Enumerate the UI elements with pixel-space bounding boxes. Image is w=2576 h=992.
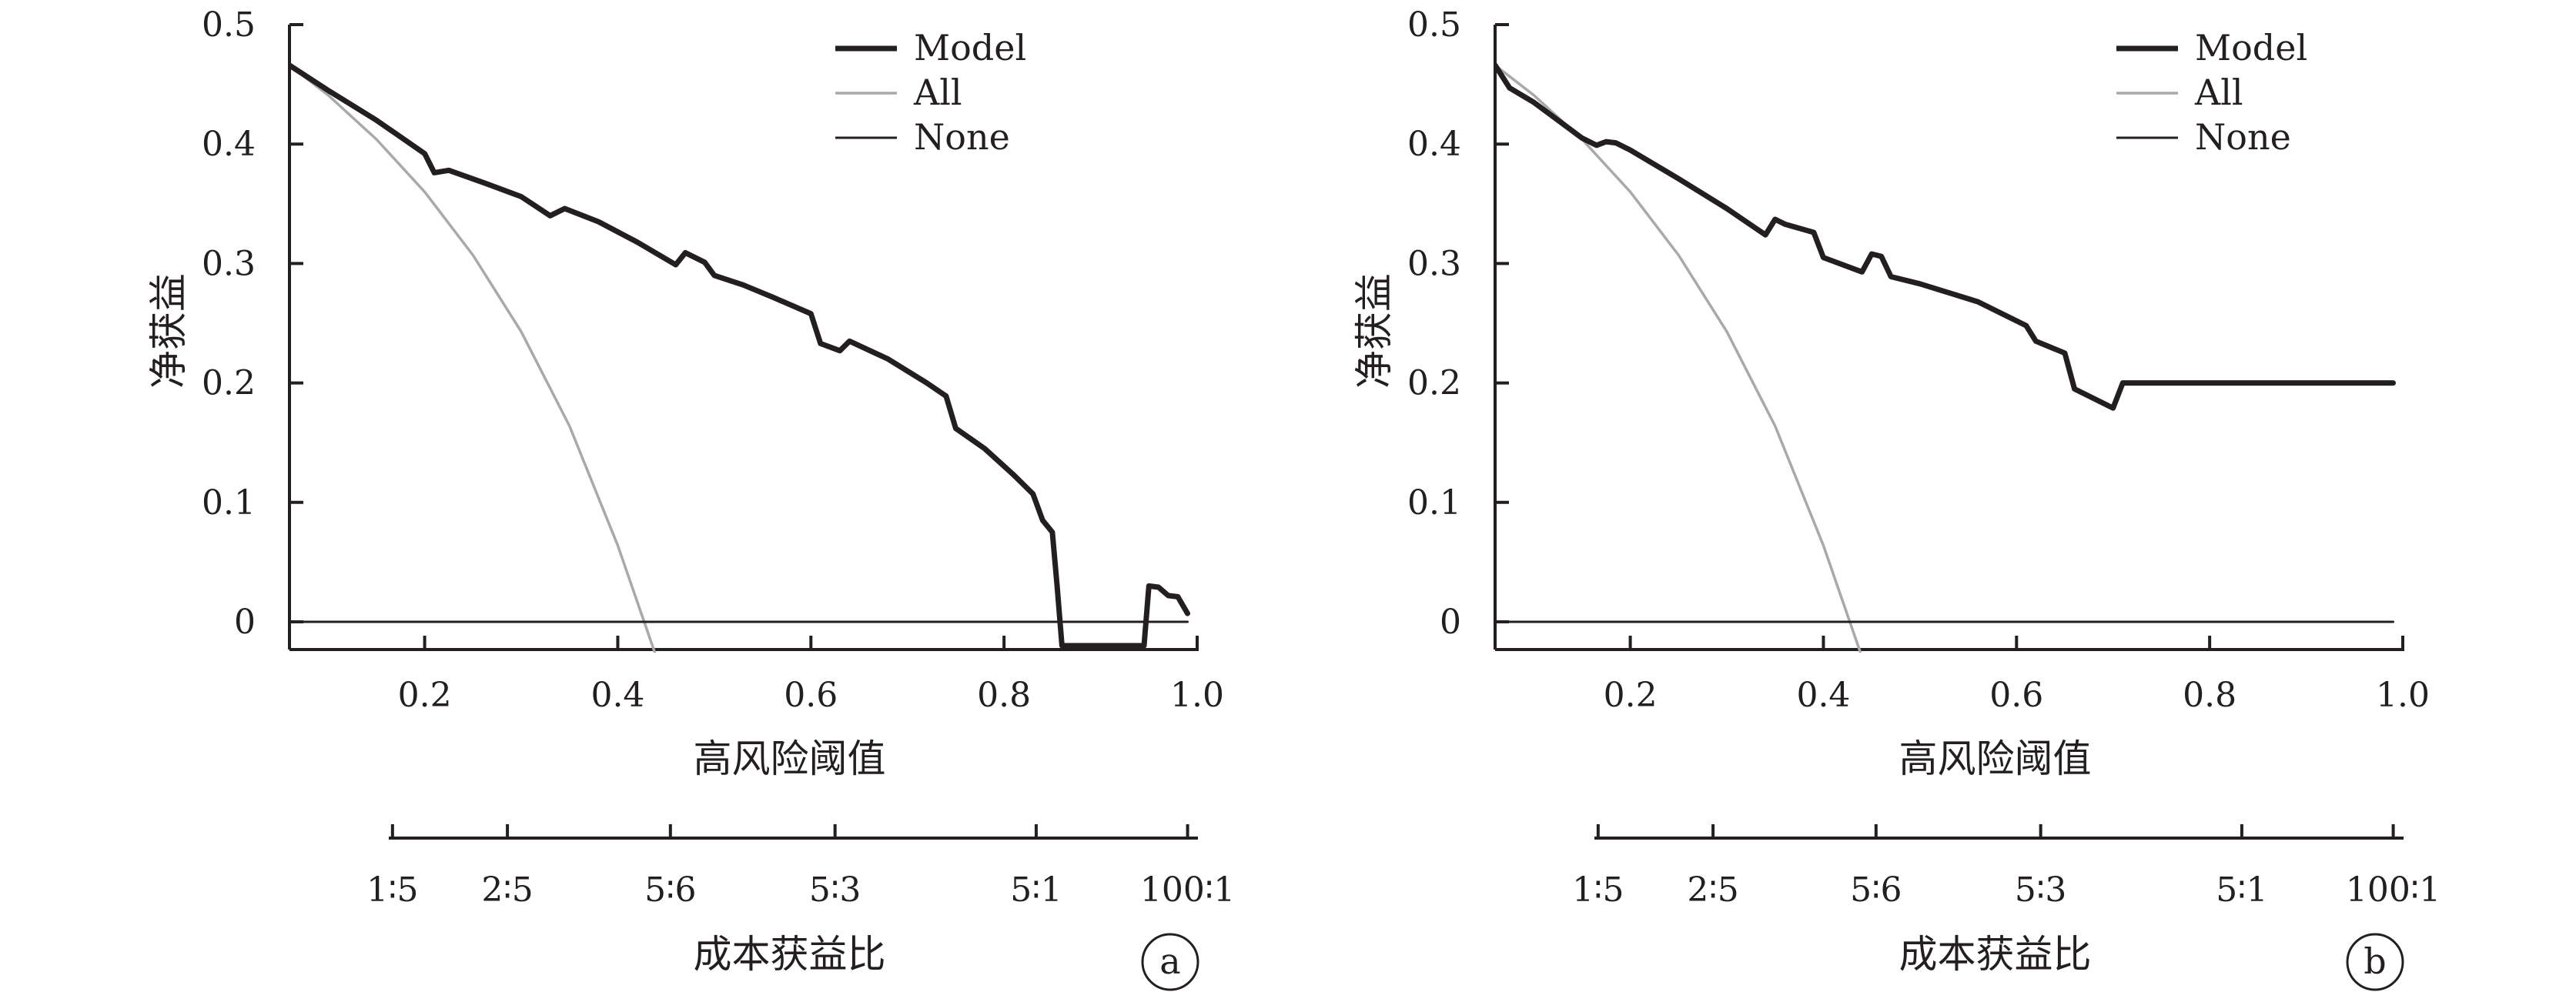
cost-benefit-tick-label: 5∶6 xyxy=(644,870,696,910)
x-tick-label: 1.0 xyxy=(1170,676,1224,715)
y-tick-label: 0 xyxy=(234,603,256,642)
y-tick-label: 0.1 xyxy=(1407,483,1461,523)
chart-panel-a: 0 0.1 0.2 0.3 0.4 0.5 0.2 0.4 0.6 0.8 1.0 高风险阈值 净获益 M… xyxy=(146,5,1235,991)
cost-benefit-tick-label: 2∶5 xyxy=(1687,870,1738,910)
cost-benefit-tick-label: 5∶3 xyxy=(2015,870,2066,910)
y-tick-label: 0.5 xyxy=(202,5,256,45)
y-tick-label: 0.2 xyxy=(202,364,256,403)
legend-label-all: All xyxy=(913,72,962,113)
x-tick-label: 0.4 xyxy=(1796,676,1850,715)
y-tick-label: 0.4 xyxy=(1407,125,1461,164)
legend-label-model: Model xyxy=(914,27,1026,68)
panel-label-circle xyxy=(2346,933,2404,991)
panel-label-circle xyxy=(1141,933,1199,991)
plot-area xyxy=(1495,62,2396,653)
y-tick-label: 0.3 xyxy=(1407,244,1461,283)
cost-benefit-tick-label: 100∶1 xyxy=(2346,870,2441,910)
y-tick-label: 0.1 xyxy=(202,483,256,523)
x-tick-label: 0.8 xyxy=(2183,676,2236,715)
y-tick-label: 0.5 xyxy=(1407,5,1461,45)
series-line-model xyxy=(289,62,1190,649)
cost-benefit-tick-label: 5∶1 xyxy=(2216,870,2267,910)
panel-label: a xyxy=(1141,933,1199,991)
x-axis-title: 高风险阈值 xyxy=(1899,736,2092,781)
legend-label-model: Model xyxy=(2195,27,2307,68)
chart-panel-b: 0 0.1 0.2 0.3 0.4 0.5 0.2 0.4 0.6 0.8 1.0 高风险阈值 净获益 M… xyxy=(1352,5,2441,991)
x-tick-label: 0.2 xyxy=(398,676,452,715)
axes: 0 0.1 0.2 0.3 0.4 0.5 0.2 0.4 0.6 0.8 1.0 xyxy=(1407,5,2430,715)
x-tick-label: 0.4 xyxy=(590,676,644,715)
axes: 0 0.1 0.2 0.3 0.4 0.5 0.2 0.4 0.6 0.8 1.0 xyxy=(202,5,1224,715)
legend-label-none: None xyxy=(914,116,1010,158)
x-tick-label: 0.2 xyxy=(1604,676,1658,715)
y-tick-label: 0.3 xyxy=(202,244,256,283)
legend-label-all: All xyxy=(2194,72,2243,113)
x-tick-label: 0.6 xyxy=(784,676,838,715)
cost-benefit-axis: 1∶5 2∶5 5∶6 5∶3 5∶1 100∶1 xyxy=(1572,824,2441,910)
legend-label-none: None xyxy=(2195,116,2291,158)
x-tick-label: 1.0 xyxy=(2376,676,2430,715)
panel-label: b xyxy=(2346,933,2404,991)
cost-benefit-axis-title: 成本获益比 xyxy=(1899,932,2092,977)
y-axis-title: 净获益 xyxy=(1352,273,1397,389)
cost-benefit-tick-label: 1∶5 xyxy=(1572,870,1624,910)
cost-benefit-tick-label: 5∶1 xyxy=(1010,870,1062,910)
cost-benefit-tick-label: 2∶5 xyxy=(481,870,533,910)
cost-benefit-tick-label: 5∶6 xyxy=(1850,870,1902,910)
cost-benefit-axis-title: 成本获益比 xyxy=(694,932,886,977)
y-tick-label: 0.2 xyxy=(1407,364,1461,403)
series-line-all xyxy=(1495,64,1862,653)
series-line-all xyxy=(289,64,657,653)
y-tick-label: 0.4 xyxy=(202,125,256,164)
plot-area xyxy=(289,62,1190,653)
cost-benefit-tick-label: 100∶1 xyxy=(1140,870,1235,910)
y-axis-title: 净获益 xyxy=(146,273,191,389)
cost-benefit-tick-label: 5∶3 xyxy=(809,870,861,910)
x-axis-title: 高风险阈值 xyxy=(694,736,886,781)
cost-benefit-tick-label: 1∶5 xyxy=(366,870,418,910)
x-tick-label: 0.6 xyxy=(1989,676,2043,715)
panel-label-letter: a xyxy=(1159,940,1180,982)
series-line-model xyxy=(1495,62,2396,411)
y-tick-label: 0 xyxy=(1440,603,1461,642)
cost-benefit-axis: 1∶5 2∶5 5∶6 5∶3 5∶1 100∶1 xyxy=(366,824,1235,910)
x-tick-label: 0.8 xyxy=(977,676,1031,715)
panel-label-letter: b xyxy=(2364,940,2386,982)
